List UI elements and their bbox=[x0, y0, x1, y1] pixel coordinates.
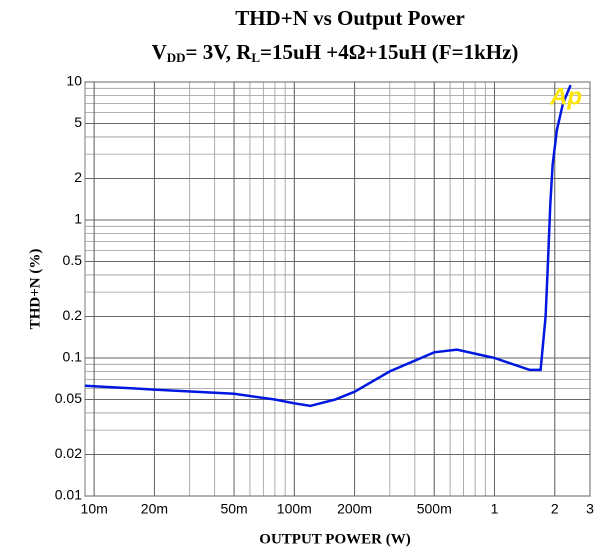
chart-title: THD+N vs Output Power bbox=[235, 6, 465, 30]
subtitle-part: =15uH +4Ω+15uH (F=1kHz) bbox=[260, 40, 518, 64]
x-tick-label: 50m bbox=[220, 501, 247, 517]
x-tick-label: 1 bbox=[491, 501, 499, 517]
y-tick-label: 10 bbox=[66, 73, 82, 89]
y-tick-label: 2 bbox=[74, 169, 82, 185]
x-tick-label: 500m bbox=[417, 501, 452, 517]
y-tick-label: 0.5 bbox=[63, 252, 83, 268]
chart-subtitle: VDD= 3V, RL=15uH +4Ω+15uH (F=1kHz) bbox=[152, 40, 519, 65]
x-axis-label: OUTPUT POWER (W) bbox=[259, 531, 410, 547]
x-tick-label: 2 bbox=[551, 501, 559, 517]
subtitle-sub: L bbox=[251, 50, 260, 65]
y-tick-label: 0.1 bbox=[63, 349, 83, 365]
y-tick-label: 5 bbox=[74, 114, 82, 130]
x-tick-label: 100m bbox=[277, 501, 312, 517]
x-tick-label: 3 bbox=[586, 501, 594, 517]
plot-area bbox=[84, 81, 591, 497]
logo: Ap bbox=[549, 83, 582, 110]
y-tick-label: 0.2 bbox=[63, 307, 83, 323]
y-tick-label: 0.05 bbox=[55, 390, 82, 406]
y-tick-label: 0.02 bbox=[55, 445, 82, 461]
subtitle-part: V bbox=[152, 40, 167, 64]
x-tick-label: 200m bbox=[337, 501, 372, 517]
y-tick-label: 0.01 bbox=[55, 487, 82, 503]
y-axis-label: THD+N (%) bbox=[27, 249, 43, 330]
subtitle-sub: DD bbox=[167, 50, 186, 65]
y-tick-label: 1 bbox=[74, 211, 82, 227]
line-series bbox=[84, 84, 572, 408]
x-tick-label: 20m bbox=[141, 501, 168, 517]
x-tick-label: 10m bbox=[81, 501, 108, 517]
subtitle-part: = 3V, R bbox=[186, 40, 253, 64]
